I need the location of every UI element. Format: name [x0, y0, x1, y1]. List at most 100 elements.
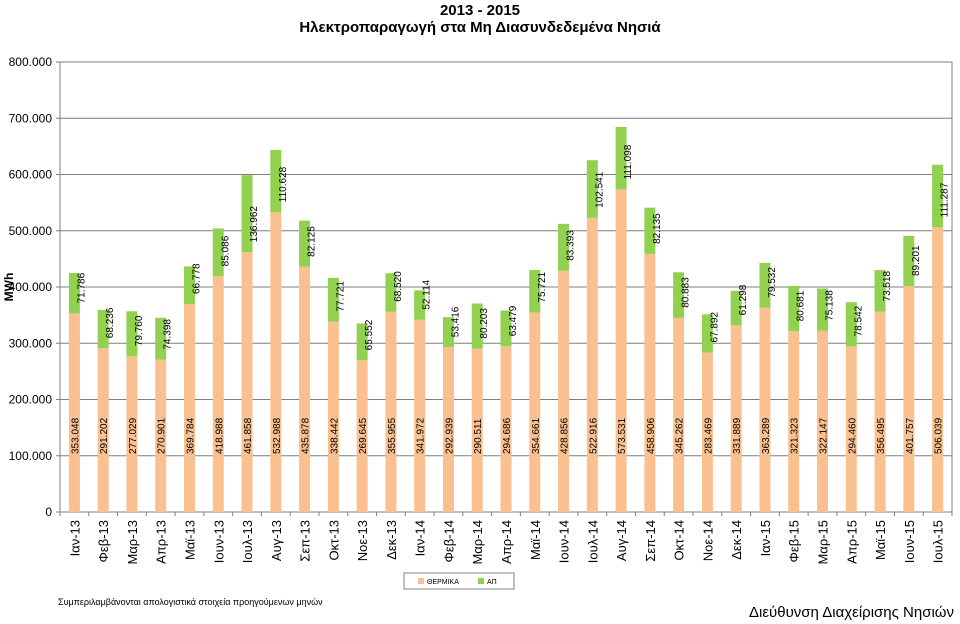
bar-res [183, 266, 195, 304]
y-tick-label: 0 [45, 505, 52, 519]
data-label-res: 78.542 [853, 305, 864, 336]
category-label: Απρ-14 [499, 520, 514, 564]
y-tick-label: 300.000 [9, 336, 53, 350]
bar-res [644, 207, 656, 254]
bar-res [586, 160, 598, 218]
bar-res [874, 270, 886, 312]
bar-thermal [327, 321, 339, 512]
data-label-thermal: 277.029 [128, 417, 139, 454]
data-label-res: 136.962 [249, 206, 260, 243]
bar-res [299, 220, 311, 267]
category-label: Ιαν-14 [413, 520, 428, 556]
data-label-res: 75.138 [825, 290, 836, 321]
category-label: Αυγ-13 [269, 520, 284, 561]
category-label: Μαρ-14 [470, 520, 485, 565]
bar-res [155, 317, 167, 360]
bar-res [327, 277, 339, 322]
bar-thermal [471, 348, 483, 512]
bar-thermal [903, 286, 915, 512]
bar-thermal [845, 346, 857, 512]
data-label-thermal: 458.906 [646, 417, 657, 454]
data-label-res: 80.681 [796, 290, 807, 321]
category-label: Σεπ-13 [298, 520, 313, 562]
bar-res [471, 303, 483, 349]
chart-subtitle: Ηλεκτροπαραγωγή στα Μη Διασυνδεδεμένα Νη… [299, 19, 661, 36]
bar-thermal [126, 356, 138, 512]
bar-thermal [615, 189, 627, 513]
category-label: Ιουν-14 [557, 520, 572, 563]
y-axis-label: MWh [2, 273, 16, 302]
data-label-thermal: 573.531 [617, 417, 628, 454]
bar-thermal [730, 325, 742, 512]
data-label-res: 53.416 [450, 306, 461, 337]
bar-res [241, 175, 253, 253]
data-label-thermal: 291.202 [99, 417, 110, 454]
bar-thermal [673, 317, 685, 512]
y-tick-label: 200.000 [9, 393, 53, 407]
category-label: Μαϊ-14 [528, 520, 543, 560]
bar-res [932, 164, 944, 228]
y-tick-label: 700.000 [9, 111, 53, 125]
bar-thermal [817, 330, 829, 512]
category-label: Ιαν-15 [758, 520, 773, 556]
bar-thermal [874, 311, 886, 512]
data-label-thermal: 338.442 [329, 417, 340, 454]
data-label-thermal: 292.939 [444, 417, 455, 454]
data-label-thermal: 356.495 [876, 417, 887, 454]
bar-res [385, 273, 397, 312]
bar-res [558, 223, 570, 271]
bar-res [442, 317, 454, 348]
bar-res [212, 228, 224, 277]
chart-title: 2013 - 2015 [439, 2, 521, 19]
data-label-res: 68.520 [393, 271, 404, 302]
bar-thermal [414, 319, 426, 512]
data-label-res: 82.125 [307, 226, 318, 257]
bar-thermal [241, 252, 253, 512]
footnote: Συμπεριλαμβάνονται απολογιστικά στοιχεία… [58, 597, 323, 607]
data-label-thermal: 331.889 [732, 417, 743, 454]
bar-res [673, 272, 685, 318]
category-label: Φεβ-14 [441, 520, 456, 562]
category-label: Απρ-15 [844, 520, 859, 564]
data-label-res: 75.721 [537, 271, 548, 302]
bar-res [615, 126, 627, 190]
bar-thermal [558, 270, 570, 512]
bar-thermal [97, 348, 109, 512]
bar-res [270, 149, 282, 213]
bar-res [500, 310, 512, 347]
bar-res [730, 290, 742, 326]
data-label-res: 111.098 [623, 144, 634, 179]
bar-res [529, 269, 541, 313]
bar-thermal [270, 212, 282, 512]
category-label: Απρ-13 [154, 520, 169, 564]
category-label: Νοε-14 [700, 520, 715, 561]
data-label-thermal: 506.039 [934, 417, 945, 454]
legend-swatch-res [478, 578, 484, 584]
data-label-thermal: 354.661 [531, 417, 542, 454]
category-label: Δεκ-14 [729, 520, 744, 560]
data-label-res: 82.135 [652, 213, 663, 244]
data-label-res: 65.552 [364, 319, 375, 350]
category-label: Σεπ-14 [643, 520, 658, 562]
data-label-thermal: 522.916 [588, 417, 599, 454]
bar-thermal [442, 347, 454, 512]
bar-thermal [701, 352, 713, 512]
data-label-res: 67.892 [709, 312, 720, 343]
bar-thermal [356, 360, 368, 512]
data-label-thermal: 290.511 [473, 418, 484, 454]
data-label-res: 80.203 [479, 308, 490, 339]
data-label-res: 73.518 [882, 270, 893, 301]
data-label-thermal: 435.878 [301, 417, 312, 454]
bar-thermal [759, 307, 771, 512]
bar-thermal [385, 311, 397, 512]
data-label-thermal: 283.469 [703, 417, 714, 454]
category-label: Αυγ-14 [614, 520, 629, 561]
category-label: Νοε-13 [355, 520, 370, 561]
data-label-res: 79.532 [767, 267, 778, 298]
data-label-res: 79.760 [134, 315, 145, 346]
y-tick-label: 800.000 [9, 55, 53, 69]
legend-label-thermal: ΘΕΡΜΙΚΑ [427, 579, 459, 586]
department-label: Διεύθυνση Διαχείρισης Νησιών [749, 604, 954, 621]
data-label-thermal: 353.048 [70, 417, 81, 454]
